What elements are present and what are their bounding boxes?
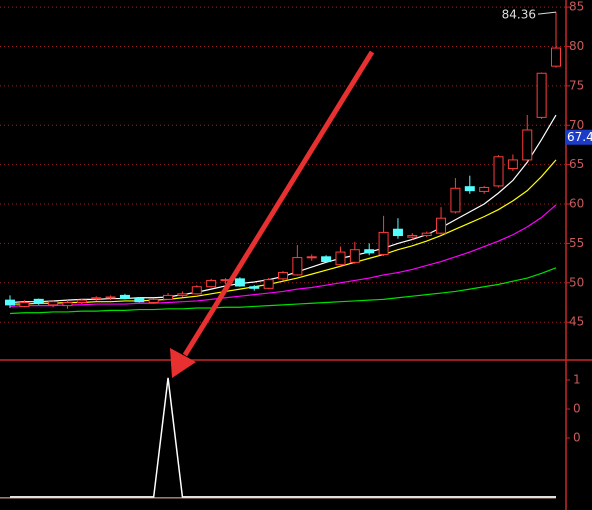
arrow-shaft [182, 50, 375, 357]
y-tick-label: 55 [569, 236, 584, 250]
moving-average [9, 267, 557, 315]
candle-body [522, 129, 533, 161]
moving-average [9, 204, 557, 308]
y-tick-label: 0 [573, 402, 581, 416]
y-tick-label: 50 [569, 275, 584, 289]
candle-body [349, 249, 360, 263]
candle-body [436, 217, 447, 234]
arrow-head [170, 348, 196, 378]
candle-body [507, 159, 518, 170]
candle-body [119, 294, 130, 300]
candle-body [292, 257, 303, 276]
y-tick-label: 1 [573, 373, 581, 387]
candle-body [177, 293, 188, 296]
indicator-line [10, 377, 556, 498]
candle-body [364, 249, 375, 254]
candle-body [421, 232, 432, 237]
candle-body [536, 72, 547, 118]
candle-body [378, 231, 389, 255]
y-tick-label: 80 [569, 39, 584, 53]
y-tick-label: 45 [569, 315, 584, 329]
candle-body [48, 301, 59, 306]
y-tick-label: 75 [569, 78, 584, 92]
candle-body [234, 278, 245, 287]
candle-body [91, 297, 102, 300]
candle-body [33, 298, 44, 304]
pointer-arrow [170, 50, 375, 378]
candle-body [249, 286, 260, 289]
candle-body [148, 298, 159, 303]
price-tag-label: 67.4 [567, 130, 592, 144]
candle-body [134, 298, 145, 303]
candle-body [76, 299, 87, 303]
candle-body [321, 256, 332, 263]
candle-body [191, 286, 202, 295]
moving-average [10, 159, 557, 305]
y-tick-label: 65 [569, 157, 584, 171]
candle-body [278, 272, 288, 280]
candle-body [479, 186, 490, 192]
candle-body [263, 279, 274, 289]
y-tick-label: 70 [569, 118, 584, 132]
candle-body [392, 228, 403, 237]
candle-body [464, 186, 475, 192]
y-tick-label: 60 [569, 197, 584, 211]
candle-body [163, 294, 174, 300]
price-tag-box [566, 129, 592, 145]
candle-body [306, 256, 317, 259]
candle-body [335, 251, 346, 266]
candle-body [105, 296, 116, 299]
y-tick-label: 0 [573, 431, 581, 445]
candle-body [19, 301, 30, 307]
candle-body [5, 299, 15, 306]
annotation-label: 84.36 [502, 8, 536, 22]
candle-body [407, 235, 418, 238]
candle-body [493, 156, 504, 187]
annotation-line [537, 11, 557, 15]
candle-body [450, 187, 461, 213]
candle-body [551, 47, 561, 67]
candle-body [206, 279, 217, 288]
candle-body [62, 301, 73, 307]
y-tick-label: 85 [569, 0, 584, 14]
